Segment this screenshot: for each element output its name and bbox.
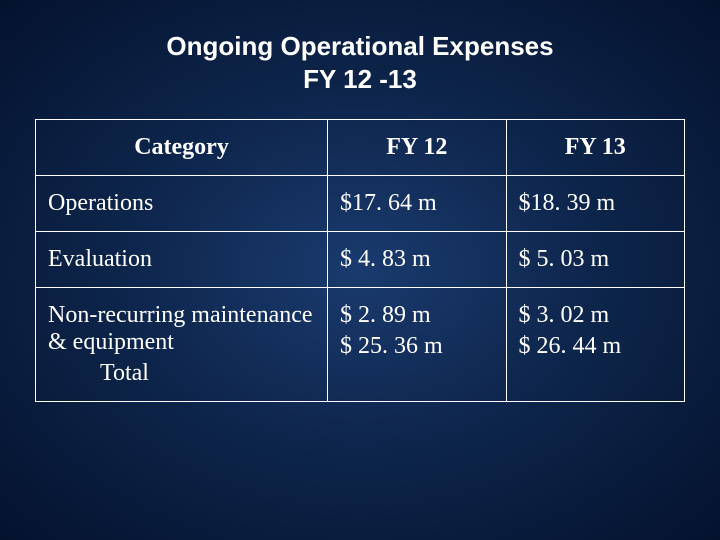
cell-fy13: $ 5. 03 m xyxy=(506,232,684,288)
title-line-2: FY 12 -13 xyxy=(303,64,417,94)
table-row: Operations $17. 64 m $18. 39 m xyxy=(36,176,685,232)
cell-value-text: $ 3. 02 m xyxy=(519,302,672,329)
cell-value-text: $ 2. 89 m xyxy=(340,302,493,329)
total-label: Total xyxy=(48,360,315,387)
col-header-fy13: FY 13 xyxy=(506,120,684,176)
slide: Ongoing Operational Expenses FY 12 -13 C… xyxy=(0,0,720,540)
cell-fy13: $18. 39 m xyxy=(506,176,684,232)
cell-fy13: $ 3. 02 m $ 26. 44 m xyxy=(506,288,684,402)
cell-fy12: $ 4. 83 m xyxy=(328,232,506,288)
cell-fy12: $ 2. 89 m $ 25. 36 m xyxy=(328,288,506,402)
slide-title: Ongoing Operational Expenses FY 12 -13 xyxy=(35,30,685,95)
col-header-fy12: FY 12 xyxy=(328,120,506,176)
table-row: Evaluation $ 4. 83 m $ 5. 03 m xyxy=(36,232,685,288)
expenses-table: Category FY 12 FY 13 Operations $17. 64 … xyxy=(35,119,685,402)
cell-category: Non-recurring maintenance & equipment To… xyxy=(36,288,328,402)
col-header-category: Category xyxy=(36,120,328,176)
table-row: Non-recurring maintenance & equipment To… xyxy=(36,288,685,402)
total-value-fy12: $ 25. 36 m xyxy=(340,333,493,360)
cell-category: Operations xyxy=(36,176,328,232)
total-value-fy13: $ 26. 44 m xyxy=(519,333,672,360)
cell-category-text: Non-recurring maintenance & equipment xyxy=(48,302,313,355)
cell-category: Evaluation xyxy=(36,232,328,288)
cell-fy12: $17. 64 m xyxy=(328,176,506,232)
table-header-row: Category FY 12 FY 13 xyxy=(36,120,685,176)
title-line-1: Ongoing Operational Expenses xyxy=(166,31,553,61)
